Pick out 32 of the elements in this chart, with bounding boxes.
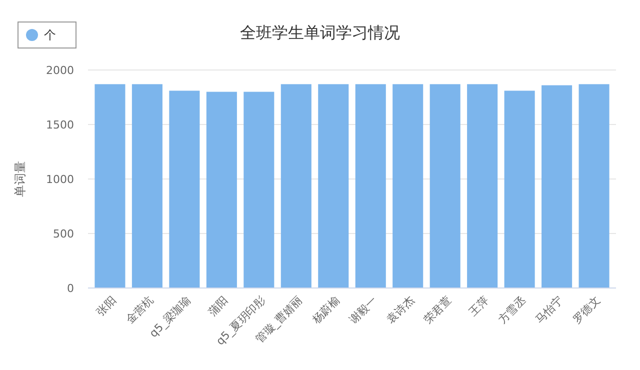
x-tick-label: 蒲阳 (206, 294, 231, 318)
x-tick-label: 荣君萱 (421, 294, 454, 326)
bar (244, 92, 274, 288)
bar (318, 84, 349, 288)
chart-title: 全班学生单词学习情况 (240, 23, 400, 42)
bar (355, 84, 386, 288)
x-tick-label: 方雪丞 (496, 294, 528, 326)
y-axis-title: 单词量 (13, 161, 27, 197)
x-tick-label: 王萍 (466, 294, 492, 318)
x-tick-label: 马怡宁 (533, 294, 566, 326)
y-tick-label: 2000 (46, 64, 74, 77)
legend-label: 个 (44, 28, 56, 42)
y-tick-label: 1000 (46, 172, 74, 186)
x-tick-label: 谢毅一 (346, 294, 380, 326)
bar (504, 90, 535, 288)
x-tick-label: 罗德文 (570, 294, 603, 326)
bar (430, 84, 460, 288)
bar (132, 84, 162, 288)
bar (467, 84, 498, 288)
bar (578, 84, 610, 288)
x-tick-label: 杨蔚榆 (308, 294, 342, 327)
bar (392, 84, 424, 288)
bar (542, 85, 572, 288)
bar (169, 90, 200, 288)
bar (206, 92, 237, 288)
bar (94, 84, 126, 288)
x-tick-label: 张阳 (94, 294, 119, 318)
y-tick-label: 0 (67, 282, 74, 295)
bar (280, 84, 312, 288)
y-tick-label: 1500 (46, 118, 74, 132)
y-tick-label: 500 (53, 227, 74, 240)
x-tick-label: 袁诗杰 (384, 294, 417, 326)
